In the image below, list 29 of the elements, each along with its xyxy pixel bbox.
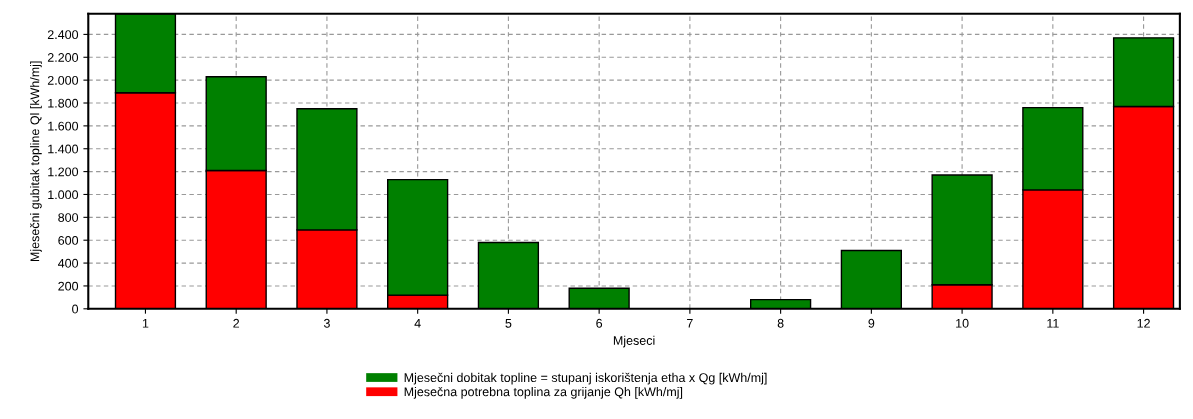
- y-tick-label: 1.400: [48, 144, 79, 154]
- x-tick-label: 8: [777, 318, 784, 328]
- x-axis-title: Mjeseci: [613, 335, 655, 348]
- x-tick-label: 7: [687, 318, 693, 328]
- y-tick-label: 200: [58, 281, 79, 291]
- y-tick-label: 400: [57, 258, 79, 268]
- legend-label: Mjesečni dobitak topline = stupanj iskorištenja etha x Qg [kWh/mj]: [404, 372, 767, 385]
- x-tick-label: 11: [1047, 318, 1059, 328]
- x-tick-label: 3: [323, 318, 330, 328]
- y-tick-label: 800: [58, 213, 79, 222]
- x-tick-label: 12: [1137, 318, 1150, 328]
- legend-label: Mjesečna potrebna toplina za grijanje Qh [kWh/mj]: [404, 386, 683, 399]
- x-tick-label: 9: [868, 318, 875, 328]
- y-tick-label: 1.000: [48, 190, 79, 200]
- x-tick-label: 10: [956, 318, 969, 328]
- x-tick-label: 2: [233, 318, 240, 328]
- y-tick-label: 2.000: [47, 75, 79, 85]
- y-tick-label: 1.800: [48, 98, 79, 108]
- y-tick-label: 600: [58, 236, 79, 245]
- y-tick-label: 1.200: [48, 167, 79, 177]
- x-tick-label: 5: [505, 318, 512, 328]
- y-tick-label: 0: [72, 304, 79, 314]
- y-tick-label: 2.200: [47, 53, 79, 62]
- y-axis-title: Mjesečni gubitak topline Ql [kWh/mj]: [30, 61, 42, 262]
- y-tick-label: 1.600: [48, 121, 79, 131]
- x-tick-label: 1: [142, 318, 149, 328]
- x-tick-label: 4: [414, 318, 421, 328]
- x-tick-label: 6: [596, 318, 603, 328]
- y-tick-label: 2.400: [47, 30, 79, 40]
